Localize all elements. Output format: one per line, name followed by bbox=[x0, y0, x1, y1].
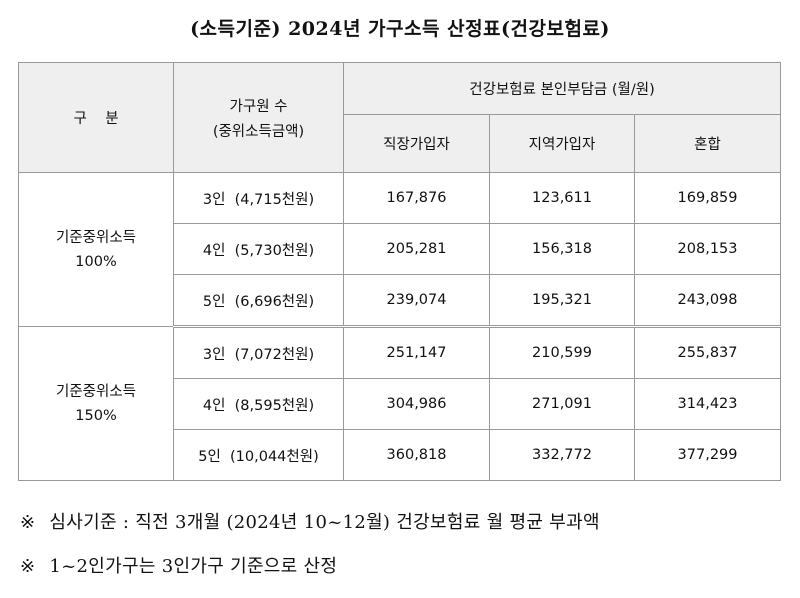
group-label-line1: 기준중위소득 bbox=[55, 383, 137, 400]
note-mark: ※ bbox=[20, 556, 36, 577]
header-employee: 직장가입자 bbox=[343, 114, 490, 173]
household-cell: 3인 (4,715천원) bbox=[173, 172, 344, 224]
household-cell: 4인 (8,595천원) bbox=[173, 378, 344, 430]
header-premium-group: 건강보험료 본인부담금 (월/원) bbox=[342, 62, 782, 115]
employee-cell: 239,074 bbox=[343, 274, 490, 328]
mixed-cell: 243,098 bbox=[633, 274, 782, 328]
header-category: 구 분 bbox=[18, 62, 174, 173]
group-label-line2: 150% bbox=[75, 407, 117, 424]
note-criteria: ※ 심사기준 : 직전 3개월 (2024년 10~12월) 건강보험료 월 평균… bbox=[20, 508, 600, 534]
household-cell: 5인 (10,044천원) bbox=[173, 429, 344, 481]
note-mark: ※ bbox=[20, 512, 36, 533]
table-row: 4인 (8,595천원) 304,986 271,091 314,423 bbox=[19, 378, 782, 430]
group-label: 기준중위소득 100% bbox=[18, 172, 174, 327]
group-label-line2: 100% bbox=[75, 253, 117, 270]
header-mixed: 혼합 bbox=[633, 114, 782, 173]
household-cell: 4인 (5,730천원) bbox=[173, 223, 344, 275]
mixed-cell: 208,153 bbox=[633, 223, 782, 275]
mixed-cell: 255,837 bbox=[633, 326, 782, 379]
header-regional: 지역가입자 bbox=[489, 114, 635, 173]
note-household: ※ 1~2인가구는 3인가구 기준으로 산정 bbox=[20, 552, 337, 578]
employee-cell: 304,986 bbox=[343, 378, 490, 430]
employee-cell: 360,818 bbox=[343, 429, 490, 481]
table-row: 4인 (5,730천원) 205,281 156,318 208,153 bbox=[19, 223, 782, 275]
regional-cell: 195,321 bbox=[489, 274, 635, 328]
header-household-line2: (중위소득금액) bbox=[212, 123, 305, 140]
table-row: 기준중위소득 100% 3인 (4,715천원) 167,876 123,611… bbox=[18, 172, 782, 327]
group-label-line1: 기준중위소득 bbox=[55, 229, 137, 246]
header-household-line1: 가구원 수 bbox=[229, 98, 288, 115]
table-row: 5인 (6,696천원) 239,074 195,321 243,098 bbox=[19, 274, 782, 328]
header-household: 가구원 수 (중위소득금액) bbox=[173, 62, 344, 173]
employee-cell: 167,876 bbox=[343, 172, 490, 224]
regional-cell: 156,318 bbox=[489, 223, 635, 275]
group-label: 기준중위소득 150% bbox=[18, 326, 174, 481]
mixed-cell: 314,423 bbox=[633, 378, 782, 430]
employee-cell: 205,281 bbox=[343, 223, 490, 275]
table-row: 5인 (10,044천원) 360,818 332,772 377,299 bbox=[19, 429, 782, 481]
income-premium-table: 구 분 가구원 수 (중위소득금액) 건강보험료 본인부담금 (월/원) 직장가… bbox=[18, 62, 782, 481]
note-text: 1~2인가구는 3인가구 기준으로 산정 bbox=[49, 556, 338, 577]
mixed-cell: 377,299 bbox=[633, 429, 782, 481]
employee-cell: 251,147 bbox=[343, 326, 490, 379]
table-row: 기준중위소득 150% 3인 (7,072천원) 251,147 210,599… bbox=[18, 326, 782, 481]
household-cell: 5인 (6,696천원) bbox=[173, 274, 344, 328]
page-title: (소득기준) 2024년 가구소득 산정표(건강보험료) bbox=[190, 18, 610, 40]
regional-cell: 123,611 bbox=[489, 172, 635, 224]
mixed-cell: 169,859 bbox=[633, 172, 782, 224]
household-cell: 3인 (7,072천원) bbox=[173, 326, 344, 379]
note-text: 심사기준 : 직전 3개월 (2024년 10~12월) 건강보험료 월 평균 … bbox=[49, 512, 600, 533]
regional-cell: 210,599 bbox=[489, 326, 635, 379]
regional-cell: 271,091 bbox=[489, 378, 635, 430]
regional-cell: 332,772 bbox=[489, 429, 635, 481]
